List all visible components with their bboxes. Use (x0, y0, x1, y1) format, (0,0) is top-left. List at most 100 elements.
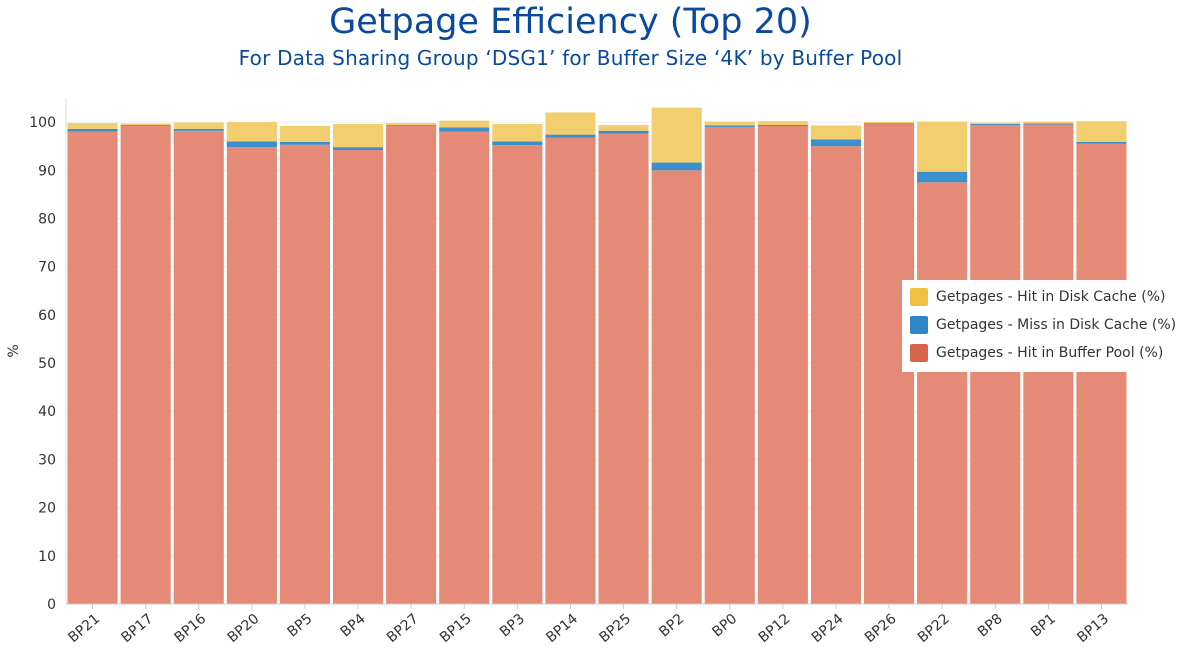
bar-segment-bp1-1[interactable] (1023, 123, 1074, 125)
bar-segment-bp14-2[interactable] (545, 112, 596, 135)
bar-segment-bp2-2[interactable] (651, 107, 702, 163)
bar-segment-bp5-0[interactable] (279, 144, 330, 605)
bar-segment-bp25-0[interactable] (598, 133, 649, 604)
y-tick-label: 20 (38, 501, 56, 517)
bar-segment-bp1-2[interactable] (1023, 121, 1074, 124)
x-tick-label: BP5 (285, 611, 316, 641)
bar-segment-bp5-1[interactable] (279, 141, 330, 145)
bar-segment-bp27-0[interactable] (386, 125, 437, 605)
bar-segment-bp12-1[interactable] (757, 124, 808, 126)
legend-label-hit-disk-cache: Getpages - Hit in Disk Cache (%) (936, 289, 1166, 305)
x-tick-label: BP17 (118, 611, 156, 646)
legend-label-miss-disk-cache: Getpages - Miss in Disk Cache (%) (936, 317, 1177, 333)
bar-segment-bp0-2[interactable] (704, 121, 755, 126)
bar-segment-bp17-2[interactable] (120, 123, 171, 125)
bar-segment-bp15-0[interactable] (439, 131, 490, 604)
bar-segment-bp12-2[interactable] (757, 121, 808, 125)
bar-segment-bp4-1[interactable] (333, 147, 384, 151)
y-tick-label: 80 (38, 211, 56, 227)
bar-segment-bp25-2[interactable] (598, 124, 649, 131)
bar-segment-bp22-1[interactable] (917, 171, 968, 183)
bar-segment-bp21-1[interactable] (67, 128, 118, 132)
x-tick-label: BP14 (543, 611, 581, 646)
y-tick-label: 60 (38, 308, 56, 324)
bar-segment-bp20-2[interactable] (226, 122, 277, 142)
bar-segment-bp13-0[interactable] (1076, 143, 1127, 604)
y-tick-label: 70 (38, 260, 56, 276)
x-tick-label: BP27 (384, 611, 422, 646)
x-tick-label: BP16 (172, 611, 210, 646)
legend-swatch-hit-disk-cache (910, 288, 928, 306)
legend-label-hit-buffer-pool: Getpages - Hit in Buffer Pool (%) (936, 345, 1164, 361)
bar-segment-bp27-2[interactable] (386, 123, 437, 125)
x-tick-label: BP8 (975, 611, 1006, 641)
y-tick-label: 0 (47, 597, 56, 613)
bar-segment-bp15-2[interactable] (439, 120, 490, 128)
x-tick-label: BP2 (656, 611, 687, 641)
bar-segment-bp0-1[interactable] (704, 125, 755, 127)
bar-segment-bp26-2[interactable] (864, 122, 915, 124)
bar-segment-bp13-2[interactable] (1076, 121, 1127, 142)
x-tick-label: BP26 (862, 611, 900, 646)
chart-title: Getpage Efficiency (Top 20) (329, 2, 812, 42)
bar-segment-bp16-2[interactable] (173, 122, 224, 129)
bar-segment-bp25-1[interactable] (598, 130, 649, 134)
y-tick-label: 30 (38, 452, 56, 468)
legend-item-hit-disk-cache[interactable]: Getpages - Hit in Disk Cache (%) (910, 287, 1165, 307)
x-tick-label: BP21 (65, 611, 103, 646)
legend: Getpages - Hit in Disk Cache (%) Getpage… (902, 280, 1188, 372)
bar-segment-bp16-0[interactable] (173, 130, 224, 604)
bar-segment-bp2-0[interactable] (651, 170, 702, 605)
bar-segment-bp22-0[interactable] (917, 182, 968, 605)
bar-segment-bp15-1[interactable] (439, 127, 490, 132)
bar-segment-bp4-2[interactable] (333, 124, 384, 148)
bar-segment-bp8-2[interactable] (970, 122, 1021, 125)
x-tick-label: BP25 (596, 611, 634, 646)
x-tick-label: BP3 (497, 611, 528, 641)
x-tick-label: BP24 (809, 611, 847, 646)
x-tick-label: BP1 (1028, 611, 1059, 641)
bar-segment-bp3-1[interactable] (492, 141, 543, 146)
bar-segment-bp14-0[interactable] (545, 137, 596, 605)
bar-segment-bp20-1[interactable] (226, 141, 277, 148)
bar-segment-bp13-1[interactable] (1076, 141, 1127, 144)
bar-segment-bp21-2[interactable] (67, 123, 118, 129)
bar-segment-bp8-1[interactable] (970, 124, 1021, 125)
x-tick-label: BP22 (915, 611, 953, 646)
x-tick-label: BP20 (225, 611, 263, 646)
x-tick-label: BP4 (338, 611, 369, 641)
y-tick-label: 10 (38, 549, 56, 565)
bars (67, 107, 1127, 605)
bar-segment-bp20-0[interactable] (226, 147, 277, 604)
bar-segment-bp22-2[interactable] (917, 121, 968, 172)
x-tick-label: BP0 (709, 611, 740, 641)
bar-segment-bp24-2[interactable] (810, 125, 861, 140)
y-axis-label: % (6, 344, 22, 357)
bar-segment-bp3-2[interactable] (492, 124, 543, 142)
bar-segment-bp21-0[interactable] (67, 131, 118, 604)
y-tick-label: 40 (38, 404, 56, 420)
y-tick-label: 50 (38, 356, 56, 372)
y-tick-label: 90 (38, 163, 56, 179)
bar-segment-bp24-1[interactable] (810, 139, 861, 147)
chart-subtitle: For Data Sharing Group ‘DSG1’ for Buffer… (238, 46, 903, 70)
x-tick-label: BP12 (756, 611, 794, 646)
x-tick-label: BP13 (1074, 611, 1112, 646)
legend-item-miss-disk-cache[interactable]: Getpages - Miss in Disk Cache (%) (910, 315, 1176, 335)
x-tick-label: BP15 (437, 611, 475, 646)
bar-segment-bp0-0[interactable] (704, 126, 755, 605)
bar-segment-bp16-1[interactable] (173, 128, 224, 131)
bar-segment-bp5-2[interactable] (279, 125, 330, 142)
bar-segment-bp24-0[interactable] (810, 146, 861, 604)
legend-swatch-miss-disk-cache (910, 316, 928, 334)
bar-segment-bp17-0[interactable] (120, 125, 171, 605)
legend-swatch-hit-buffer-pool (910, 344, 928, 362)
bar-segment-bp4-0[interactable] (333, 150, 384, 604)
bar-segment-bp14-1[interactable] (545, 134, 596, 138)
bar-segment-bp2-1[interactable] (651, 162, 702, 171)
bar-segment-bp3-0[interactable] (492, 145, 543, 604)
y-tick-label: 100 (29, 115, 56, 131)
legend-item-hit-buffer-pool[interactable]: Getpages - Hit in Buffer Pool (%) (910, 343, 1163, 363)
bar-segment-bp12-0[interactable] (757, 125, 808, 605)
